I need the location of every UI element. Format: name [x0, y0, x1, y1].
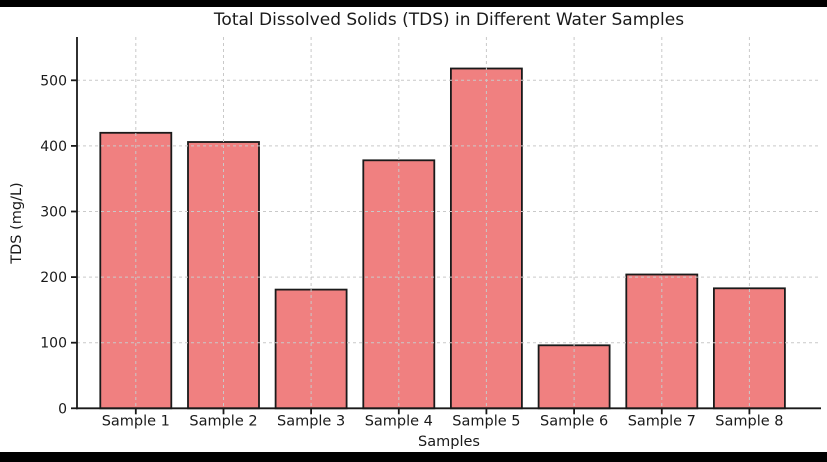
- bar-sample-7: [625, 273, 699, 410]
- y-tick-label: 200: [40, 270, 67, 286]
- gridlines: [77, 37, 821, 409]
- y-tick-label: 100: [40, 336, 67, 352]
- bar-chart-plot: 0 100 200 300 400 500 Sample 1 Sample 2 Sample 3…: [40, 37, 821, 429]
- x-tick-labels: Sample 1 Sample 2 Sample 3 Sample 4 Sample 5…: [102, 413, 784, 429]
- bar-sample-8: [713, 287, 786, 410]
- bar-sample-1: [99, 131, 173, 410]
- x-tick-label: Sample 1: [102, 413, 170, 429]
- chart-figure: Total Dissolved Solids (TDS) in Differen…: [0, 7, 827, 452]
- chart-title: Total Dissolved Solids (TDS) in Differen…: [213, 10, 685, 30]
- y-tick-label: 300: [40, 205, 67, 221]
- x-axis-label: Samples: [418, 434, 480, 450]
- y-axis-label: TDS (mg/L): [9, 182, 25, 264]
- x-tick-label: Sample 8: [715, 413, 783, 429]
- y-tick-labels: 0 100 200 300 400 500: [40, 73, 67, 417]
- y-tick-label: 400: [40, 139, 67, 155]
- y-tick-label: 0: [58, 401, 67, 417]
- y-tick-label: 500: [40, 73, 67, 89]
- x-tick-label: Sample 7: [628, 413, 696, 429]
- x-tick-label: Sample 6: [540, 413, 608, 429]
- axes-spines: [71, 37, 821, 415]
- bars: [99, 67, 786, 410]
- x-tick-label: Sample 5: [452, 413, 520, 429]
- x-tick-label: Sample 4: [365, 413, 433, 429]
- x-tick-label: Sample 3: [277, 413, 345, 429]
- x-tick-label: Sample 2: [189, 413, 257, 429]
